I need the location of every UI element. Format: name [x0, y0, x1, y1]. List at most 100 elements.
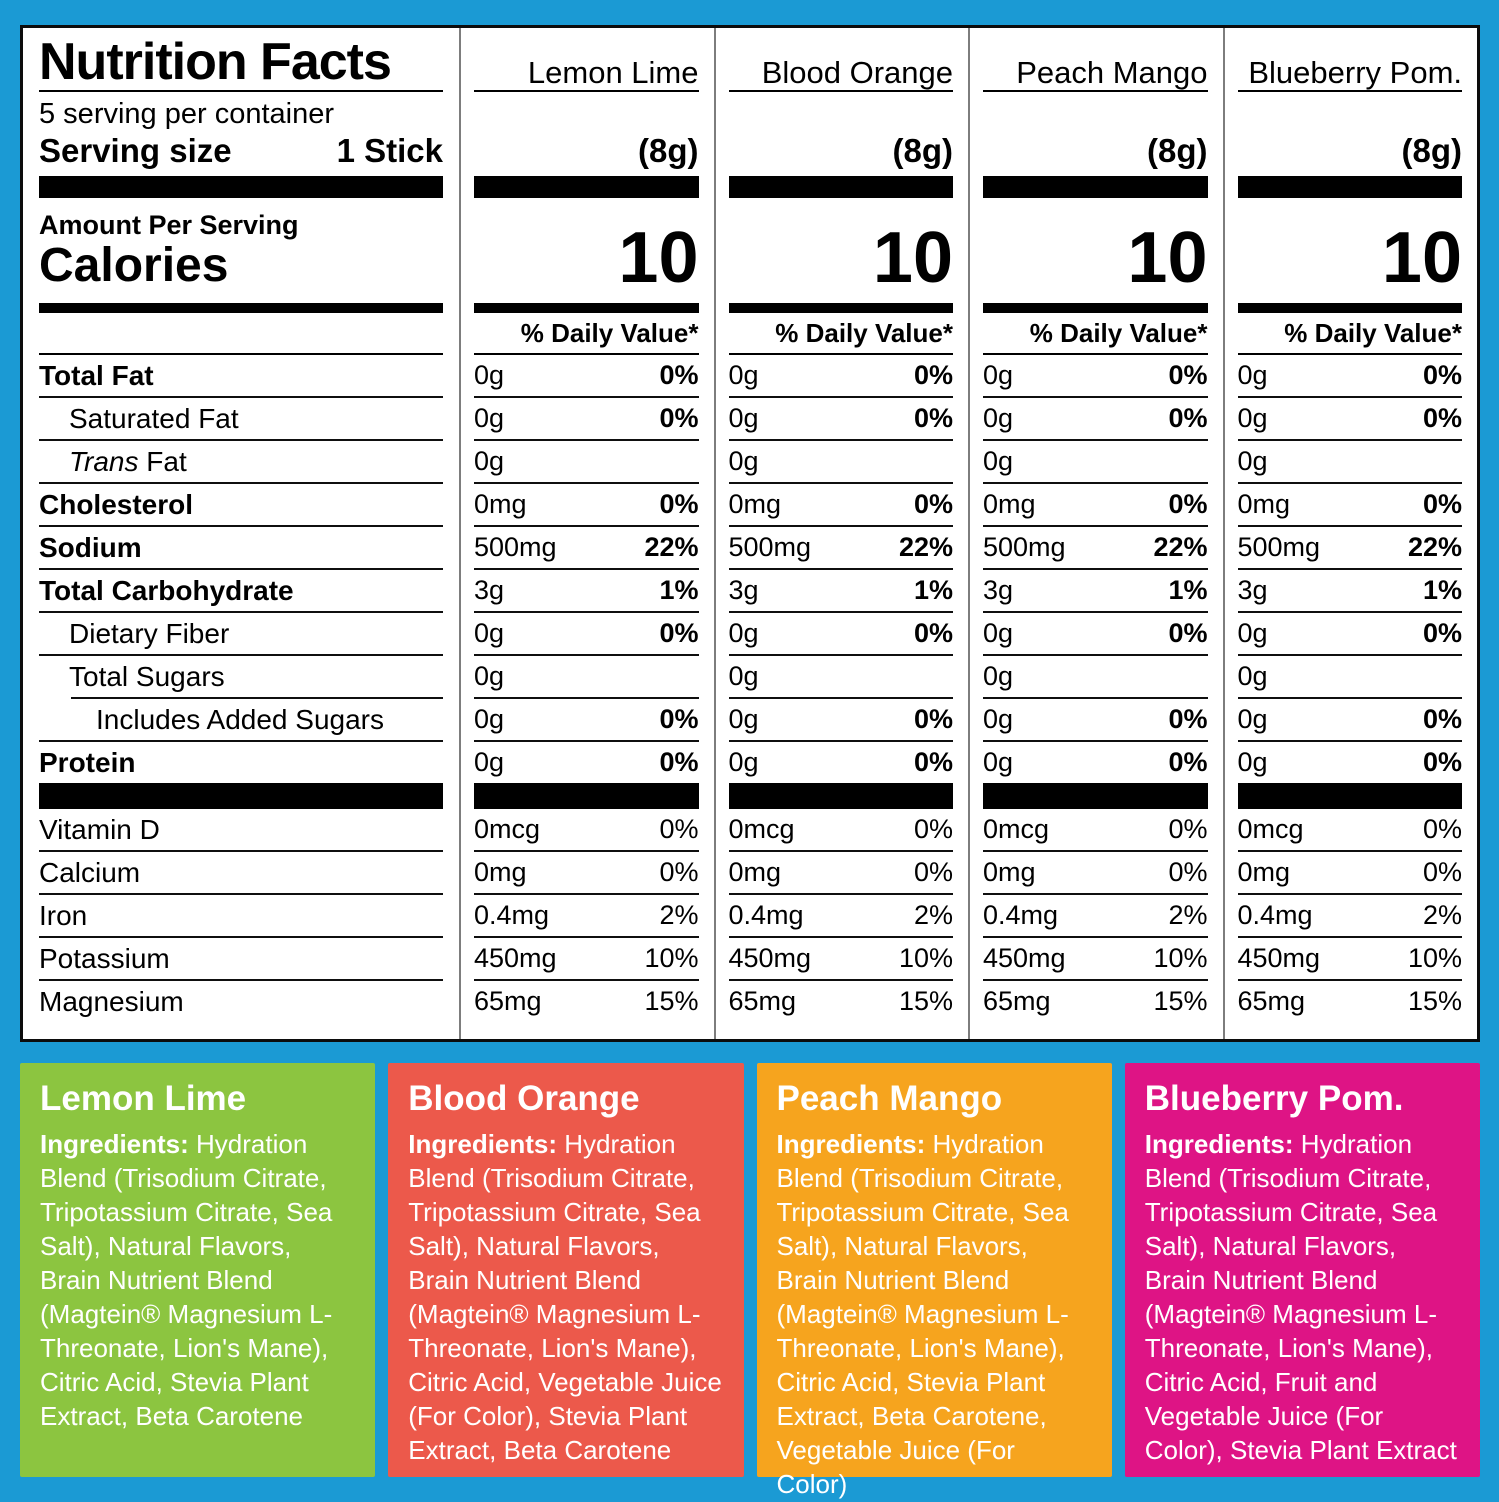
row-separator: [983, 525, 1208, 527]
flavor-name-heading: Blood Orange: [408, 1079, 640, 1118]
nutrient-daily-value: 10%: [898, 943, 953, 973]
row-separator: [474, 525, 699, 527]
nutrient-value-rows: 0g 0% 0g 0% 0g 0mg 0% 500mg 22% 3g 1% 0g 0% 0g 0g 0% 0g 0…: [1237, 355, 1463, 1022]
medium-bar: [728, 303, 953, 313]
nutrient-value-row: 0.4mg 2%: [729, 895, 954, 936]
nutrient-value-row: 450mg 10%: [474, 938, 699, 979]
nutrient-row: Saturated Fat: [39, 398, 443, 439]
nutrient-amount: 0g: [1237, 403, 1268, 433]
nutrient-row: Potassium: [39, 938, 443, 979]
nutrient-value-row: 0g 0%: [983, 742, 1208, 783]
nutrient-amount: 0mg: [1237, 489, 1291, 519]
nutrient-daily-value: 0%: [913, 489, 953, 519]
nutrient-name-text: Total Carbohydrate: [39, 574, 294, 606]
nutrient-value-row: 0g: [983, 656, 1208, 697]
nutrient-daily-value: 2%: [913, 900, 953, 930]
flavor-header-underline: [1237, 90, 1462, 92]
row-separator: [983, 568, 1208, 570]
row-separator: [39, 979, 443, 981]
nutrient-amount: 0.4mg: [728, 900, 804, 930]
nutrient-value-row: 500mg 22%: [729, 527, 954, 568]
daily-value-header: % Daily Value*: [1237, 313, 1462, 355]
row-separator: [1237, 482, 1462, 484]
nutrient-value-row: 65mg 15%: [1238, 981, 1463, 1022]
nutrient-amount: 3g: [474, 575, 505, 605]
flavor-header-underline: [728, 90, 953, 92]
nutrient-value-row: 0g 0%: [983, 699, 1208, 740]
nutrient-amount: 500mg: [983, 532, 1066, 562]
nutrient-value-row: 0g 0%: [474, 699, 699, 740]
nutrient-name: Includes Added Sugars: [39, 704, 384, 736]
nutrient-daily-value: 0%: [1168, 814, 1208, 844]
row-separator: [1237, 568, 1462, 570]
nutrient-amount: 0.4mg: [983, 900, 1059, 930]
nutrient-value-row: 0g 0%: [729, 742, 954, 783]
nutrient-row: Magnesium: [39, 981, 443, 1022]
nutrient-value-row: 0g: [729, 656, 954, 697]
row-separator: [1237, 893, 1462, 895]
nutrient-row: Trans Fat: [39, 441, 443, 482]
nutrient-value-row: 0g 0%: [474, 355, 699, 396]
nutrient-daily-value: 0%: [913, 857, 953, 887]
row-separator: [474, 850, 699, 852]
flavor-column-header: Blood Orange: [761, 55, 953, 91]
nutrient-name: Potassium: [39, 943, 170, 975]
nutrient-amount: 500mg: [728, 532, 812, 562]
serving-size-grams: (8g): [1147, 132, 1208, 169]
flavor-column: Peach Mango (8g) 10 % Daily Value* 0g 0% 0…: [968, 28, 1223, 1039]
medium-bar: [983, 303, 1208, 313]
nutrient-amount: 0g: [1237, 747, 1268, 777]
row-separator: [474, 893, 699, 895]
nutrient-amount: 65mg: [1237, 986, 1306, 1016]
row-separator: [983, 979, 1208, 981]
nutrient-amount: 0g: [1237, 446, 1268, 476]
ingredients-label: Ingredients:: [40, 1129, 189, 1159]
nutrient-amount: 0g: [728, 747, 759, 777]
calories-value: 10: [618, 217, 699, 298]
nutrient-name: Magnesium: [39, 986, 184, 1018]
row-separator: [728, 740, 953, 742]
daily-value-spacer: [39, 313, 443, 355]
nutrient-amount: 0g: [983, 618, 1014, 648]
nutrient-daily-value: 0%: [659, 489, 699, 519]
nutrient-name: Protein: [39, 747, 135, 779]
row-separator: [474, 936, 699, 938]
nutrient-amount: 3g: [1237, 575, 1268, 605]
row-separator: [474, 396, 699, 398]
nutrient-value-row: 3g 1%: [474, 570, 699, 611]
section-divider-bar: [728, 783, 953, 809]
nutrient-amount: 0.4mg: [1237, 900, 1313, 930]
thick-bar: [1237, 176, 1462, 198]
nutrient-daily-value: 10%: [1407, 943, 1462, 973]
nutrient-amount: 0g: [983, 360, 1014, 390]
nutrient-name-text: Calcium: [39, 856, 141, 888]
nutrient-amount: 0g: [983, 704, 1014, 734]
nutrient-amount: 0g: [728, 661, 759, 691]
nutrition-facts-title: Nutrition Facts: [39, 33, 392, 91]
nutrient-daily-value: 0%: [1168, 489, 1208, 519]
nutrient-amount: 0g: [474, 403, 505, 433]
row-separator: [728, 396, 953, 398]
nutrient-value-row: 3g 1%: [983, 570, 1208, 611]
nutrient-daily-value: 0%: [913, 403, 953, 433]
nutrient-amount: 0g: [983, 446, 1014, 476]
nutrient-value-row: 0g 0%: [1238, 355, 1463, 396]
nutrient-value-row: 0mcg 0%: [983, 809, 1208, 850]
nutrient-value-rows: 0g 0% 0g 0% 0g 0mg 0% 500mg 22% 3g 1% 0g 0% 0g 0g 0% 0g 0…: [983, 355, 1208, 1022]
nutrient-value-row: 0g 0%: [983, 398, 1208, 439]
nutrient-value-row: 0g: [474, 656, 699, 697]
row-separator: [39, 525, 443, 527]
nutrient-daily-value: 0%: [913, 814, 953, 844]
flavor-header-underline: [474, 90, 699, 92]
row-separator: [1237, 936, 1462, 938]
row-separator: [1237, 979, 1462, 981]
row-separator: [474, 697, 699, 699]
nutrient-amount: 65mg: [474, 986, 542, 1016]
flavor-name-heading: Peach Mango: [776, 1079, 1003, 1118]
nutrient-amount: 0g: [983, 403, 1014, 433]
flavor-name-heading: Lemon Lime: [40, 1079, 247, 1118]
nutrient-amount: 0g: [474, 747, 505, 777]
nutrient-daily-value: 15%: [1407, 986, 1462, 1016]
nutrient-name: Total Fat: [39, 360, 154, 392]
nutrient-name-text: Protein: [39, 746, 136, 778]
